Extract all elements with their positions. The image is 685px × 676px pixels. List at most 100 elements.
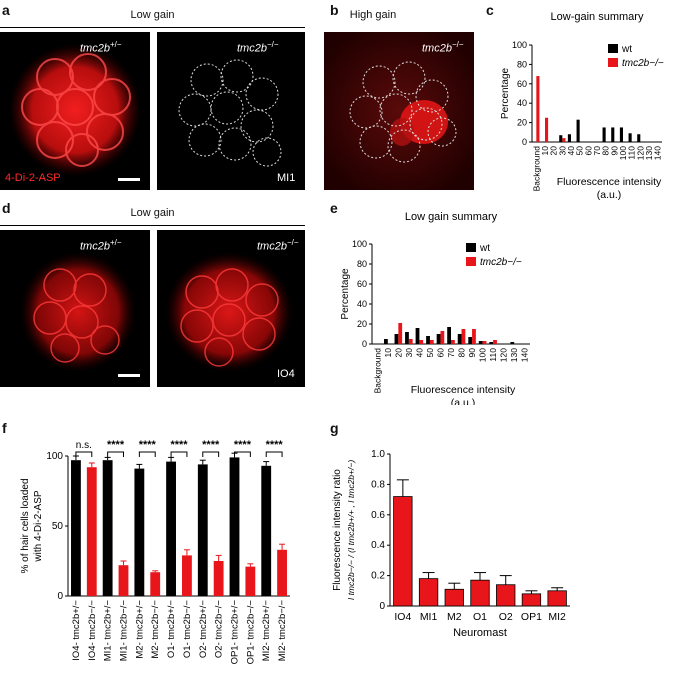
x-tick-label-c: 70 [592,146,602,156]
f-significance-bracket [170,451,188,457]
bar-e-mut-110 [493,340,497,344]
micrograph-b: tmc2b−/− [324,32,474,190]
legend-swatch-e [466,243,476,252]
g-y-tick-label: 0.2 [371,571,385,582]
f-bar-IO4- tmc2b−/− [86,467,97,596]
f-significance-label: **** [202,439,220,451]
chart-f: 0 50 100 % of hair cells loaded with 4-Di-2-… [20,439,290,665]
f-x-tick-label: MI2- tmc2b−/− [277,600,288,662]
f-x-tick-label: O1- tmc2b−/− [182,600,193,659]
genotype-label-a-left: tmc2b+/− [80,40,122,55]
bar-e-mut-70 [451,340,455,344]
g-bar-OP1 [521,593,542,607]
micrograph-d-left: tmc2b+/− [0,230,150,387]
x-tick-label-c: 100 [618,146,628,160]
f-x-tick-label: OP1- tmc2b+/− [230,600,241,665]
x-tick-label-e: 20 [393,348,403,358]
g-bar-IO4 [393,496,413,607]
x-tick-label-c: 10 [540,146,550,156]
panel-letter-b: b [330,2,339,18]
f-significance-label: n.s. [76,440,92,451]
f-significance-bracket [75,451,93,457]
f-y-tick-label: 0 [57,591,63,602]
g-y-tick-label: 0.4 [371,540,385,551]
g-x-tick-label: M2 [447,611,462,623]
f-bar-O1- tmc2b−/− [182,555,192,596]
scale-bar-a [118,178,140,181]
f-x-tick-label: O1- tmc2b+/− [166,600,177,659]
x-tick-label-e: 30 [404,348,414,358]
f-bar-MI2- tmc2b−/− [277,549,287,596]
f-x-tick-label: OP1- tmc2b−/− [245,600,256,665]
x-tick-label-c: 140 [653,146,663,160]
f-x-tick-label: MI1- tmc2b+/− [103,600,114,662]
bar-e-wt-30 [405,332,409,344]
chart-e: Low gain summary 0 20 40 60 80 100 Percentage Ba… [340,211,530,405]
g-bar-O2 [496,584,516,607]
x-tick-label-c: 40 [566,146,576,156]
g-bar-MI2 [547,590,567,607]
g-x-tick-label: MI1 [420,611,438,623]
bar-e-wt-20 [394,334,399,344]
panel-letter-f: f [2,420,7,436]
bar-e-wt-50 [426,336,430,344]
f-bar-O2- tmc2b−/− [213,561,224,596]
micrograph-b-image [324,32,474,190]
micrograph-a-right-image [178,59,282,167]
f-significance-label: **** [107,439,125,451]
bar-c-wt-110 [628,133,632,142]
f-bar-MI2- tmc2b+/− [261,465,272,596]
bar-e-wt-90 [468,337,473,344]
bar-e-wt-70 [447,327,451,344]
panel-d-header-line [0,225,305,226]
genotype-label-b: tmc2b−/− [422,40,464,55]
x-axis-label-e: Fluorescence intensity [411,384,516,396]
chart-title-e: Low gain summary [405,211,498,223]
bar-e-wt-110 [489,342,494,344]
bar-e-mut-40 [419,340,424,344]
legend-label-c: tmc2b−/− [622,58,664,69]
y-tick-label-c: 60 [517,79,527,89]
g-x-tick-label: O1 [473,611,487,623]
y-axis-label-e: Percentage [340,268,351,320]
x-tick-label-e: 70 [446,348,456,358]
y-tick-label-c: 20 [517,118,527,128]
g-x-axis-label: Neuromast [453,627,507,639]
x-tick-label-c: 90 [609,146,619,156]
f-significance-label: **** [139,439,157,451]
bar-e-mut-50 [429,340,434,344]
panel-letter-c: c [486,2,494,18]
f-bar-IO4- tmc2b+/− [71,460,81,596]
micrograph-a-left: tmc2b+/− 4-Di-2-ASP [0,32,150,190]
x-tick-label-c: 30 [557,146,567,156]
f-y-tick-label: 50 [52,521,64,532]
bar-c-mut-30 [562,138,566,142]
bar-c-wt-80 [602,127,606,142]
bar-c-wt-90 [611,127,615,142]
bar-c-wt-40 [567,134,571,142]
f-x-tick-label: IO4- tmc2b+/− [71,600,82,661]
bar-e-wt-80 [457,334,462,344]
f-bar-MI1- tmc2b−/− [118,565,129,596]
bar-c-wt-50 [576,119,580,142]
x-tick-label-c: 130 [644,146,654,160]
f-y-axis-label: with 4-Di-2-ASP [33,490,44,562]
f-x-tick-label: IO4- tmc2b−/− [87,600,98,661]
f-bar-OP1- tmc2b−/− [245,566,256,596]
f-bar-MI1- tmc2b+/− [102,460,113,596]
x-tick-label-e: 60 [435,348,445,358]
x-tick-label-c: 80 [601,146,611,156]
g-y-tick-label: 0 [379,601,385,612]
bar-e-mut-90 [472,329,476,344]
panel-letter-d: d [2,200,11,216]
bar-e-mut-30 [408,339,413,344]
g-x-tick-label: OP1 [521,611,542,623]
bar-e-wt-60 [436,334,441,344]
x-tick-label-e: 80 [457,348,467,358]
legend-swatch-e [466,257,476,266]
y-tick-label-c: 80 [517,59,527,69]
x-tick-label-e: 130 [509,348,519,362]
panel-b-header: High gain [349,9,397,21]
x-axis-label-c: (a.u.) [597,189,622,201]
f-bar-M2- tmc2b−/− [150,572,161,596]
